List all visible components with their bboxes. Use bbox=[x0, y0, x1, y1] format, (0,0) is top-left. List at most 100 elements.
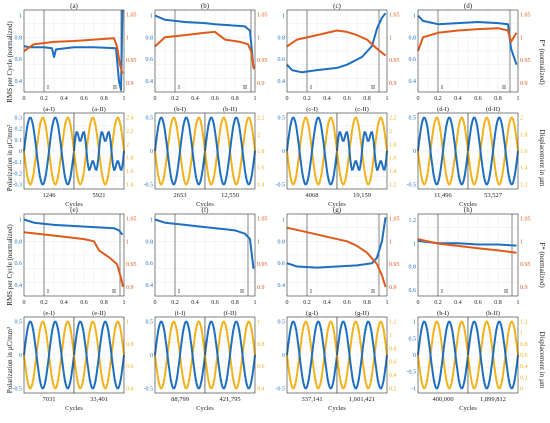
x-tick-label-b: 0.6 bbox=[211, 96, 219, 102]
left-axis-label-rms-bottom: RMS per Cycle (normalized) bbox=[6, 224, 14, 306]
cycle-count-c-sub: 19,159 bbox=[353, 192, 371, 199]
sub-y-tick-right-e-sub: 0.4 bbox=[126, 386, 134, 392]
sub-y-tick-left-h-sub: 0 bbox=[413, 353, 416, 359]
sub-y-tick-right-h-sub: 0.2 bbox=[520, 375, 528, 381]
x-tick-label-a: 0 bbox=[23, 96, 26, 102]
y-tick-right-a: 0.95 bbox=[126, 58, 137, 64]
x-tick-label-e: 0.2 bbox=[40, 300, 48, 306]
y-tick-left-d: 0.6 bbox=[409, 57, 417, 63]
x-tick-label-b: 0 bbox=[154, 96, 157, 102]
x-tick-label-c: 0.2 bbox=[303, 96, 311, 102]
marker-label-II: II bbox=[371, 289, 375, 295]
y-tick-right-d: 0.95 bbox=[520, 58, 531, 64]
y-tick-left-h: 1 bbox=[413, 241, 416, 247]
polarization-curve-c-sub-1 bbox=[336, 130, 388, 172]
cycle-count-d-sub: 11,496 bbox=[434, 192, 452, 199]
x-tick-label-a: 0.8 bbox=[100, 96, 108, 102]
series-line-blue-c bbox=[286, 12, 387, 74]
panel-title-g: (g) bbox=[333, 206, 342, 214]
sub-y-tick-left-a-sub: -0.1 bbox=[13, 160, 23, 166]
marker-label-I: I bbox=[310, 85, 312, 91]
sub-y-tick-right-c-sub: 1.6 bbox=[389, 156, 397, 162]
sub-panel-label-a-sub: (a-I) bbox=[43, 106, 55, 113]
sub-y-tick-left-c-sub: 0.5 bbox=[278, 116, 286, 122]
y-tick-right-c: 1 bbox=[389, 35, 392, 41]
series-line-orange-e bbox=[23, 231, 124, 288]
x-tick-label-g: 0.6 bbox=[343, 300, 351, 306]
y-tick-right-a: 0.9 bbox=[126, 81, 134, 87]
y-tick-left-e: 1 bbox=[19, 217, 22, 223]
plot-frame-d bbox=[417, 9, 519, 93]
sub-y-tick-right-c-sub: 2 bbox=[389, 129, 392, 135]
polarization-curve-e-sub-1 bbox=[73, 320, 125, 390]
marker-label-II: II bbox=[504, 289, 508, 295]
y-tick-left-c: 1 bbox=[282, 13, 285, 19]
sub-y-tick-left-d-sub: 0.5 bbox=[409, 116, 417, 122]
polarization-curve-a-sub-1 bbox=[73, 130, 125, 172]
sub-panel-label-b-sub: (b-I) bbox=[174, 106, 186, 113]
sub-y-tick-right-d-sub: 1.6 bbox=[520, 149, 528, 155]
sub-y-tick-left-g-sub: 0.5 bbox=[278, 320, 286, 326]
x-tick-label-e: 0.6 bbox=[80, 300, 88, 306]
sub-plot-frame-g-sub-1 bbox=[336, 316, 388, 394]
y-tick-left-a: 0.6 bbox=[15, 57, 23, 63]
polarization-curve-f-sub-0 bbox=[154, 320, 206, 390]
x-tick-label-b: 0.4 bbox=[191, 96, 199, 102]
x-tick-label-d: 0 bbox=[417, 96, 420, 102]
svg-text:F* (normalized): F* (normalized) bbox=[538, 39, 546, 85]
y-tick-left-d: 0.4 bbox=[409, 79, 417, 85]
y-tick-right-b: 0.95 bbox=[257, 58, 268, 64]
sub-y-tick-left-a-sub: 0.1 bbox=[15, 138, 23, 144]
svg-text:F* (normalized): F* (normalized) bbox=[538, 242, 546, 288]
plot-frame-c bbox=[286, 9, 388, 93]
y-tick-left-c: 0.4 bbox=[278, 79, 286, 85]
sub-y-tick-left-e-sub: -0.5 bbox=[13, 386, 23, 392]
sub-panel-label-b-sub: (b-II) bbox=[223, 106, 237, 113]
polarization-curve-d-sub-1 bbox=[467, 116, 519, 186]
sub-y-tick-right-b-sub: 1.4 bbox=[257, 182, 265, 188]
sub-panel-label-g-sub: (g-I) bbox=[306, 310, 318, 317]
sub-y-tick-left-g-sub: 0 bbox=[282, 353, 285, 359]
sub-y-tick-right-h-sub: 0.8 bbox=[520, 342, 528, 348]
x-tick-label-g: 0.8 bbox=[363, 300, 371, 306]
sub-y-tick-right-h-sub: 1 bbox=[520, 331, 523, 337]
sub-y-tick-left-b-sub: -0.5 bbox=[144, 182, 154, 188]
x-tick-label-g: 0.2 bbox=[303, 300, 311, 306]
series-line-orange-g bbox=[286, 226, 387, 288]
sub-y-tick-right-b-sub: 2 bbox=[257, 132, 260, 138]
y-tick-left-d: 0.8 bbox=[409, 35, 417, 41]
marker-label-II: II bbox=[502, 85, 506, 91]
polarization-curve-h-sub-0 bbox=[417, 320, 469, 390]
sub-plot-frame-b-sub-1 bbox=[204, 112, 256, 190]
y-tick-left-a: 0.8 bbox=[15, 35, 23, 41]
sub-y-tick-left-e-sub: 0.5 bbox=[15, 320, 23, 326]
x-tick-label-c: 1 bbox=[386, 96, 389, 102]
y-tick-right-h: 0.95 bbox=[520, 262, 531, 268]
sub-y-tick-left-c-sub: 0 bbox=[282, 149, 285, 155]
plot-frame-g bbox=[286, 213, 388, 297]
sub-y-tick-right-f-sub: 0.4 bbox=[257, 386, 265, 392]
svg-text:Polarization in µC/mm²: Polarization in µC/mm² bbox=[6, 125, 14, 191]
y-tick-left-g: 0.8 bbox=[278, 239, 286, 245]
marker-label-I: I bbox=[178, 85, 180, 91]
polarization-curve-c-sub-0 bbox=[286, 116, 338, 186]
cycle-count-g-sub: 337,141 bbox=[301, 396, 322, 403]
y-tick-left-h: 0.8 bbox=[409, 265, 417, 271]
series-line-blue-b bbox=[154, 14, 255, 68]
left-axis-label-pol-bottom: Polarization in µC/mm² bbox=[6, 327, 14, 393]
sub-y-tick-left-h-sub: -1 bbox=[411, 386, 416, 392]
y-tick-left-f: 0.6 bbox=[146, 261, 154, 267]
x-tick-label-f: 0.4 bbox=[191, 300, 199, 306]
x-tick-label-e: 0 bbox=[23, 300, 26, 306]
cycle-count-b-sub: 2653 bbox=[174, 192, 187, 199]
sub-y-tick-right-b-sub: 1.8 bbox=[257, 149, 265, 155]
polarization-curve-g-sub-1 bbox=[336, 320, 388, 390]
x-axis-label-cycles: Cycles bbox=[459, 201, 477, 208]
y-tick-left-c: 0.8 bbox=[278, 35, 286, 41]
x-tick-label-f: 0.2 bbox=[171, 300, 179, 306]
x-axis-label-cycles: Cycles bbox=[459, 405, 477, 412]
marker-label-I: I bbox=[47, 289, 49, 295]
series-line-orange-c bbox=[286, 29, 387, 57]
y-tick-left-e: 0.4 bbox=[15, 283, 23, 289]
sub-y-tick-right-g-sub: 0.4 bbox=[389, 373, 397, 379]
